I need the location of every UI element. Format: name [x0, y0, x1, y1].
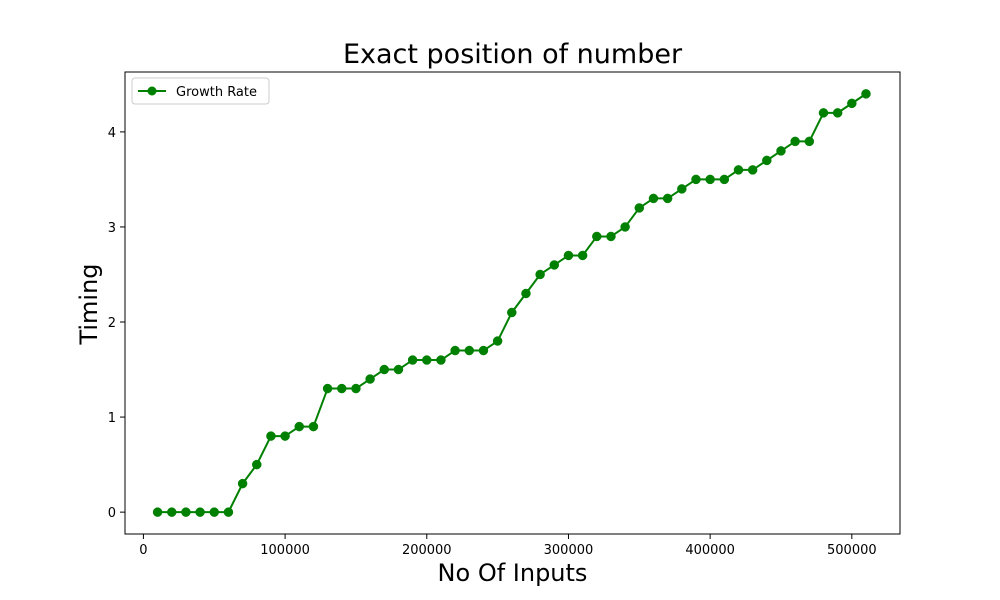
data-point	[762, 155, 772, 166]
data-point	[832, 108, 843, 118]
data-point	[407, 355, 418, 365]
data-point	[662, 193, 673, 204]
data-point	[549, 260, 560, 270]
data-point	[790, 136, 800, 147]
x-tick-label: 500000	[827, 543, 877, 558]
x-tick-label: 200000	[402, 543, 452, 558]
data-point	[733, 165, 744, 175]
data-point	[252, 459, 262, 470]
legend-marker	[147, 86, 157, 96]
data-point	[351, 383, 361, 394]
data-point	[492, 336, 503, 346]
data-point	[152, 507, 163, 517]
data-point	[379, 364, 390, 375]
y-tick-label: 1	[108, 411, 116, 426]
y-tick-label: 0	[108, 506, 116, 521]
plot-area: 0 100000 200000 300000 400000 500000 0 1 2 3 4	[108, 71, 901, 558]
chart-title: Exact position of number	[343, 39, 683, 70]
data-point	[322, 383, 333, 394]
data-point	[280, 431, 290, 441]
x-tick-label: 300000	[544, 543, 594, 558]
data-point	[422, 355, 432, 365]
data-point	[606, 231, 616, 242]
data-point	[577, 250, 588, 261]
x-tick-label: 400000	[685, 543, 735, 558]
y-tick-label: 4	[108, 126, 116, 141]
data-point	[195, 507, 205, 517]
data-point	[507, 307, 517, 318]
data-point	[294, 421, 305, 432]
data-point	[393, 364, 404, 375]
data-point	[634, 203, 645, 213]
y-tick-label: 3	[108, 221, 116, 236]
data-point	[563, 250, 574, 261]
data-point	[719, 174, 730, 185]
data-point	[237, 478, 248, 489]
y-axis-label: Timing	[75, 263, 103, 345]
data-point	[747, 165, 758, 175]
data-point	[181, 507, 191, 517]
data-point	[266, 431, 276, 441]
data-point	[776, 146, 786, 156]
data-point	[535, 269, 545, 280]
data-point	[337, 383, 347, 394]
y-tick-label: 2	[108, 316, 116, 331]
data-point	[223, 507, 234, 517]
data-point	[308, 421, 319, 432]
x-axis-label: No Of Inputs	[438, 559, 588, 587]
data-point	[450, 345, 460, 356]
data-point	[209, 507, 220, 517]
data-point	[521, 288, 531, 299]
data-point	[436, 355, 446, 365]
data-point	[847, 98, 857, 109]
data-point	[691, 174, 701, 185]
x-tick-label: 0	[139, 543, 147, 558]
data-point	[365, 374, 375, 384]
data-point	[592, 231, 602, 242]
data-point	[677, 184, 687, 194]
axes-frame	[124, 71, 901, 535]
legend: Growth Rate	[131, 77, 270, 105]
data-point	[648, 193, 659, 204]
data-point	[464, 345, 475, 356]
data-point	[620, 222, 630, 232]
data-point	[861, 89, 871, 99]
legend-label: Growth Rate	[176, 85, 257, 100]
x-tick-label: 100000	[260, 543, 310, 558]
data-point	[705, 174, 715, 185]
data-point	[818, 108, 829, 118]
data-point	[804, 136, 815, 147]
data-point	[478, 345, 489, 356]
data-point	[167, 507, 177, 517]
legend-box	[131, 77, 270, 105]
